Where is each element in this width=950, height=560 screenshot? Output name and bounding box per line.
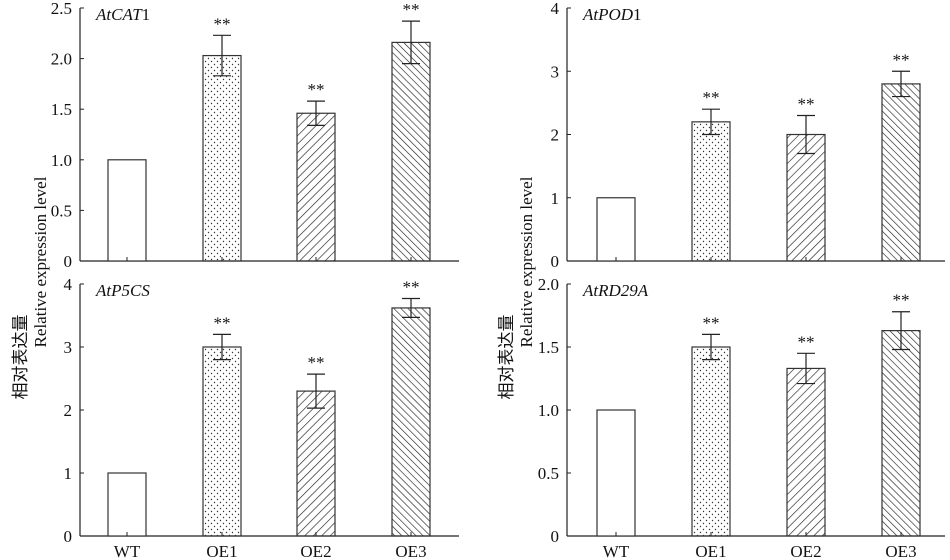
bar-OE1 (202, 54, 242, 262)
bar-OE2 (786, 367, 826, 537)
y-tick-label: 1 (551, 189, 560, 208)
y-axis-label-right: 相对表达量 Relative expression level (497, 176, 536, 399)
x-tick-label: OE2 (790, 542, 821, 560)
bar-OE2 (786, 133, 826, 262)
y-tick-label: 0 (551, 252, 560, 271)
panel-AtRD29A: 0 0.5 1.0 1.5 2.0 AtRD29A WT ** OE1 ** OE2 ** OE3 (538, 275, 945, 560)
significance-label: ** (798, 332, 815, 351)
y-tick-label: 1.5 (51, 100, 72, 119)
significance-label: ** (703, 313, 720, 332)
bar-WT (596, 409, 636, 537)
y-tick-label: 0.5 (538, 464, 559, 483)
y-axis-label-cn: 相对表达量 (497, 315, 516, 400)
panel-title: AtPOD1 (582, 5, 642, 24)
y-axis-label-left: 相对表达量 Relative expression level (11, 176, 50, 399)
bar-WT (107, 159, 147, 262)
significance-label: ** (214, 14, 231, 33)
significance-label: ** (403, 277, 420, 296)
panel-title-italic: AtCAT (95, 5, 143, 24)
bar-OE2 (296, 112, 336, 262)
y-axis-label-en: Relative expression level (31, 176, 50, 347)
bar-OE2 (296, 390, 336, 537)
bar-OE3 (391, 307, 431, 537)
bar-OE1 (691, 121, 731, 262)
y-tick-label: 2.0 (538, 275, 559, 294)
bar-WT (107, 472, 147, 537)
bar-WT (596, 197, 636, 262)
y-tick-label: 3 (551, 62, 560, 81)
y-axis-label-en: Relative expression level (517, 176, 536, 347)
y-tick-label: 1.0 (538, 401, 559, 420)
panel-title-italic: AtPOD (582, 5, 634, 24)
y-tick-label: 2 (64, 401, 73, 420)
y-tick-label: 0 (551, 527, 560, 546)
x-tick-label: OE2 (300, 542, 331, 560)
panel-AtCAT1: 0 0.5 1.0 1.5 2.0 2.5 AtCAT1 ** ** ** (51, 0, 459, 271)
panel-title-italic: AtP5CS (95, 281, 150, 300)
panel-title-suffix: 1 (633, 5, 642, 24)
y-tick-label: 0 (64, 527, 73, 546)
panel-title-suffix: 1 (142, 5, 151, 24)
significance-label: ** (403, 0, 420, 19)
x-tick-label: WT (603, 542, 630, 560)
y-tick-label: 0 (64, 252, 73, 271)
significance-label: ** (893, 291, 910, 310)
bar-OE1 (691, 346, 731, 537)
bar-OE3 (881, 330, 921, 537)
significance-label: ** (703, 88, 720, 107)
significance-label: ** (798, 95, 815, 114)
y-tick-label: 3 (64, 338, 73, 357)
y-tick-label: 1.5 (538, 338, 559, 357)
significance-label: ** (308, 353, 325, 372)
x-tick-label: WT (114, 542, 141, 560)
y-tick-label: 0.5 (51, 201, 72, 220)
y-tick-label: 1.0 (51, 151, 72, 170)
bar-OE3 (391, 41, 431, 262)
significance-label: ** (214, 313, 231, 332)
bar-OE3 (881, 83, 921, 262)
y-tick-label: 4 (64, 275, 73, 294)
panel-AtP5CS: 0 1 2 3 4 AtP5CS WT ** OE1 ** OE2 ** OE3 (64, 275, 459, 560)
x-tick-label: OE3 (885, 542, 916, 560)
panel-title-italic: AtRD29A (582, 281, 649, 300)
x-tick-label: OE3 (395, 542, 426, 560)
bar-OE1 (202, 346, 242, 537)
significance-label: ** (893, 50, 910, 69)
y-tick-label: 2.5 (51, 0, 72, 18)
panel-title: AtP5CS (95, 281, 150, 300)
panel-title: AtCAT1 (95, 5, 150, 24)
y-tick-label: 4 (551, 0, 560, 18)
y-tick-label: 1 (64, 464, 73, 483)
x-tick-label: OE1 (206, 542, 237, 560)
x-tick-label: OE1 (695, 542, 726, 560)
y-tick-label: 2.0 (51, 50, 72, 69)
panel-title: AtRD29A (582, 281, 649, 300)
y-tick-label: 2 (551, 126, 560, 145)
significance-label: ** (308, 80, 325, 99)
y-axis-label-cn: 相对表达量 (11, 315, 30, 400)
